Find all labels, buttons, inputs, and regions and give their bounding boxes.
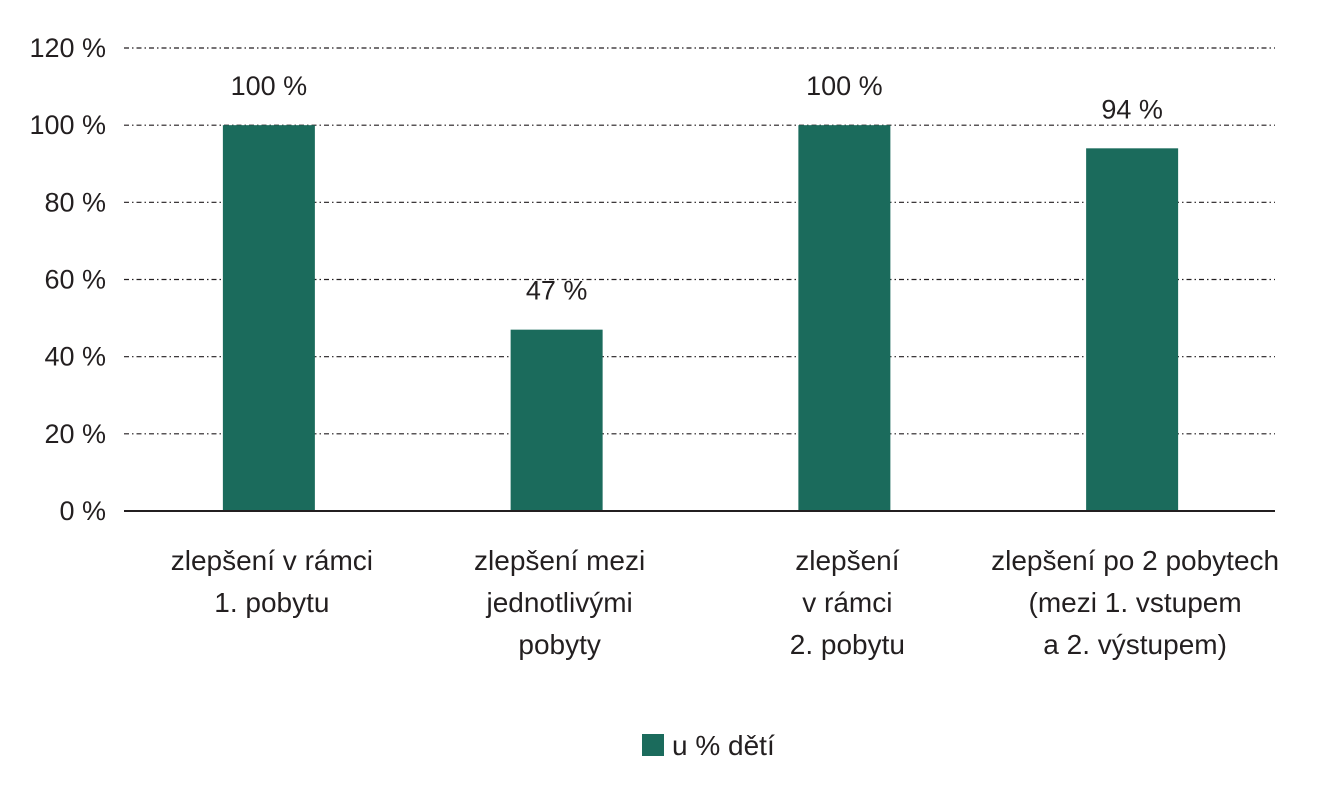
- bar-1: [222, 125, 315, 512]
- legend-swatch: [642, 734, 664, 756]
- category-label-line: a 2. výstupem): [1043, 629, 1227, 660]
- category-label-line: jednotlivými: [485, 587, 632, 618]
- y-tick-label: 40 %: [44, 342, 106, 372]
- data-label: 47 %: [526, 276, 588, 306]
- y-tick-label: 20 %: [44, 419, 106, 449]
- y-tick-label: 0 %: [59, 496, 106, 526]
- bar-2: [510, 329, 603, 511]
- category-label: zlepšení po 2 pobytech (mezi 1. vstupem a …: [991, 545, 1279, 660]
- category-labels: zlepšení v rámci 1. pobytu zlepšení mezi je…: [171, 545, 1279, 660]
- data-label: 100 %: [806, 71, 883, 101]
- bars: [222, 125, 1179, 512]
- data-labels: 100 % 47 % 100 % 94 %: [231, 71, 1163, 305]
- category-label-line: zlepšení: [795, 545, 900, 576]
- bar-3: [798, 125, 891, 512]
- category-label-line: 2. pobytu: [790, 629, 905, 660]
- category-label: zlepšení v rámci 2. pobytu: [790, 545, 905, 660]
- y-axis-ticks: 0 % 20 % 40 % 60 % 80 % 100 % 120 %: [29, 33, 106, 526]
- data-label: 94 %: [1101, 94, 1163, 124]
- category-label: zlepšení v rámci 1. pobytu: [171, 545, 373, 618]
- legend: u % dětí: [642, 730, 775, 761]
- category-label: zlepšení mezi jednotlivými pobyty: [474, 545, 645, 660]
- y-tick-label: 120 %: [29, 33, 106, 63]
- category-label-line: pobyty: [518, 629, 601, 660]
- category-label-line: zlepšení po 2 pobytech: [991, 545, 1279, 576]
- bar-4: [1086, 148, 1179, 512]
- y-tick-label: 100 %: [29, 110, 106, 140]
- category-label-line: (mezi 1. vstupem: [1029, 587, 1242, 618]
- category-label-line: v rámci: [802, 587, 892, 618]
- data-label: 100 %: [231, 71, 308, 101]
- y-tick-label: 60 %: [44, 265, 106, 295]
- category-label-line: zlepšení mezi: [474, 545, 645, 576]
- category-label-line: zlepšení v rámci: [171, 545, 373, 576]
- y-tick-label: 80 %: [44, 187, 106, 217]
- legend-label: u % dětí: [672, 730, 775, 761]
- grid-lines: [124, 47, 1275, 435]
- category-label-line: 1. pobytu: [214, 587, 329, 618]
